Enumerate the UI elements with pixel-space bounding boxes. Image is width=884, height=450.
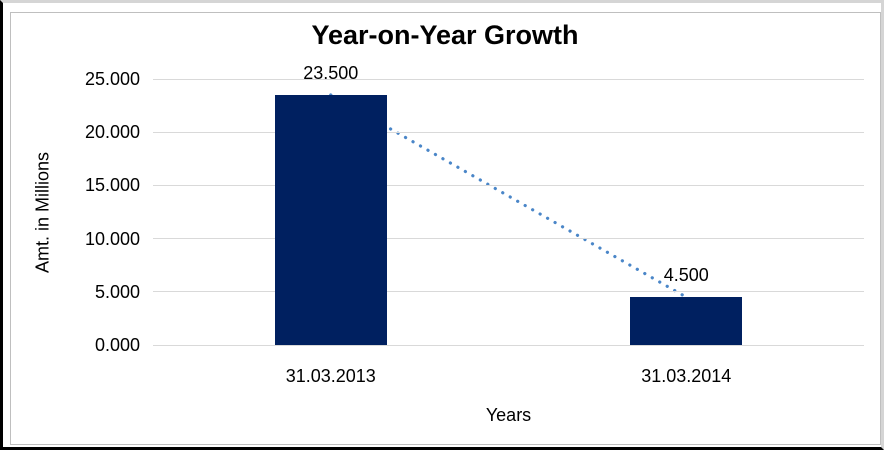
y-tick-label: 15.000 xyxy=(84,175,140,196)
gridline xyxy=(153,344,864,346)
x-category-label: 31.03.2013 xyxy=(285,366,376,386)
y-tick-label: 0.000 xyxy=(94,335,140,355)
bar xyxy=(274,94,387,345)
bar xyxy=(630,297,743,345)
gridline xyxy=(153,184,864,186)
bar-value-label: 4.500 xyxy=(663,265,709,286)
x-axis-title: Years xyxy=(485,405,532,425)
y-tick-label: 20.000 xyxy=(84,122,140,143)
chart-title: Year-on-Year Growth xyxy=(311,20,579,50)
y-tick-label: 10.000 xyxy=(84,228,140,249)
y-tick-label: 5.000 xyxy=(94,281,140,302)
gridline xyxy=(153,238,864,240)
gridline xyxy=(153,131,864,133)
gridline xyxy=(153,78,864,80)
x-category-label: 31.03.2014 xyxy=(641,366,732,386)
bar-value-label: 23.500 xyxy=(303,62,359,83)
y-tick-label: 25.000 xyxy=(84,69,140,89)
gridline xyxy=(153,291,864,293)
